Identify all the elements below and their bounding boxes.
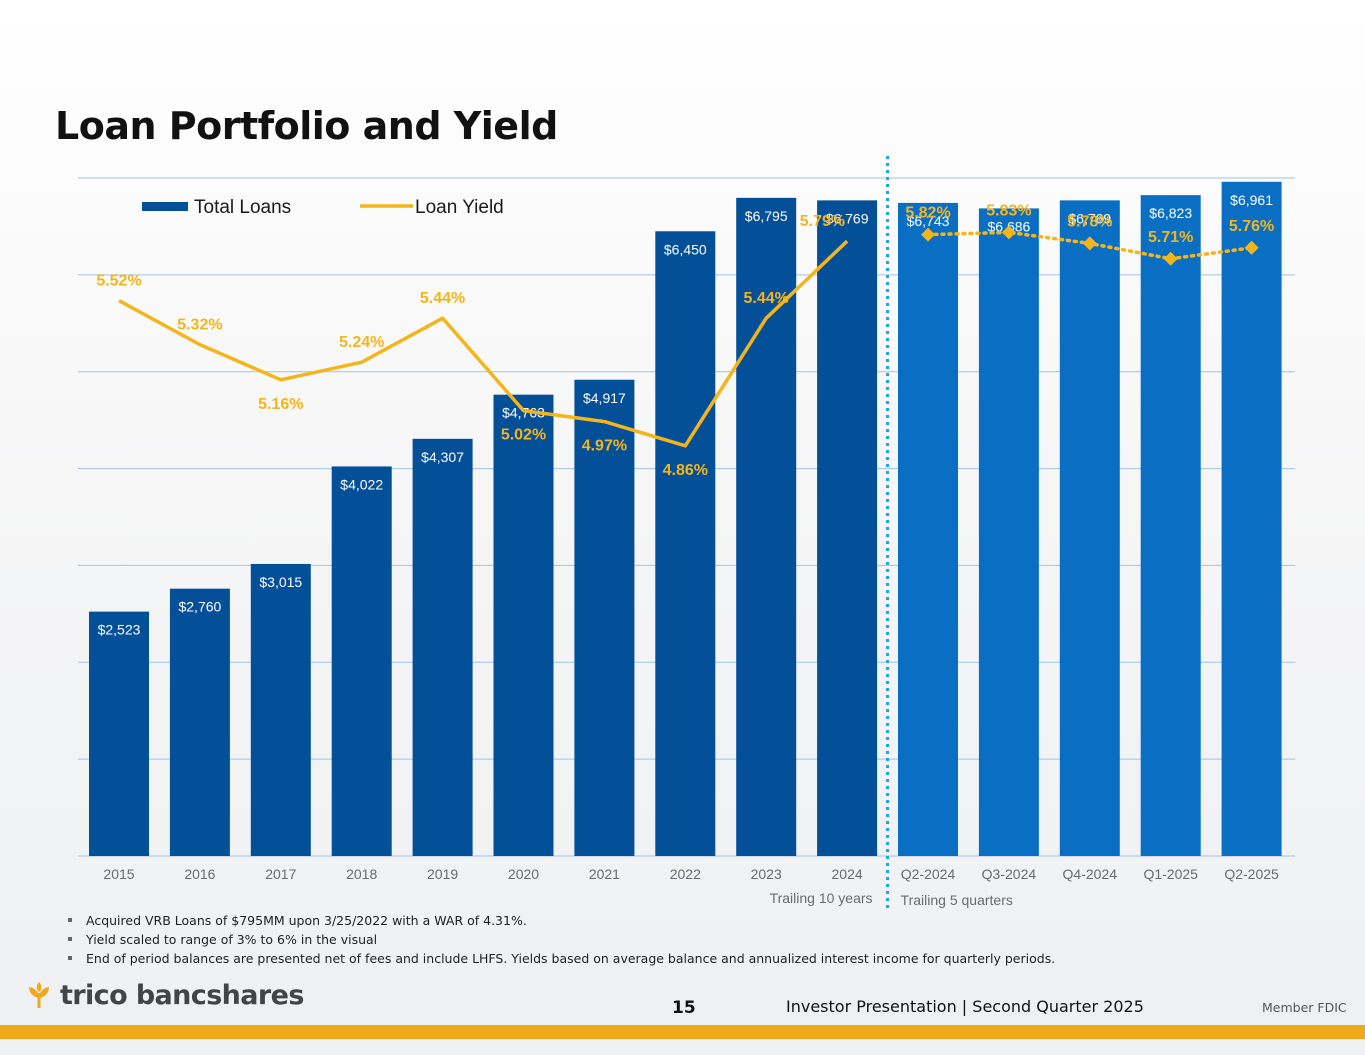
- wheat-logo-icon: [29, 981, 49, 1008]
- yield-value-label: 5.79%: [800, 213, 845, 230]
- x-tick-label: 2016: [184, 866, 215, 882]
- yield-point-marker: [1082, 236, 1097, 251]
- bar-total-loans: [250, 563, 311, 856]
- yield-value-label: 5.83%: [986, 202, 1031, 219]
- x-tick-label: 2022: [670, 866, 701, 882]
- yield-point-marker: [1001, 225, 1016, 240]
- x-tick-label: 2023: [751, 866, 782, 882]
- yield-value-label: 5.71%: [1148, 229, 1193, 246]
- group-label-quarterly: Trailing 5 quarters: [901, 892, 1013, 908]
- x-tick-label: Q2-2024: [901, 866, 956, 882]
- bar-total-loans: [736, 197, 797, 856]
- bar-value-label: $4,022: [340, 476, 383, 492]
- bar-value-label: $4,307: [421, 449, 464, 465]
- x-tick-label: Q2-2025: [1224, 866, 1279, 882]
- footnote: Yield scaled to range of 3% to 6% in the…: [66, 930, 1055, 949]
- yield-value-label: 5.44%: [420, 290, 465, 307]
- x-tick-label: Q4-2024: [1063, 866, 1118, 882]
- bar-total-loans: [1059, 200, 1120, 856]
- bar-total-loans: [1140, 195, 1201, 857]
- group-label-annual: Trailing 10 years: [770, 890, 873, 906]
- bar-value-label: $6,769: [1068, 210, 1111, 226]
- x-tick-label: 2019: [427, 866, 458, 882]
- yield-value-label: 5.16%: [258, 396, 303, 413]
- member-fdic: Member FDIC: [1262, 1000, 1347, 1015]
- bar-total-loans: [978, 208, 1039, 856]
- bar-value-label: $2,523: [98, 622, 141, 638]
- x-tick-label: 2017: [265, 866, 296, 882]
- bar-total-loans: [169, 588, 230, 856]
- page-number: 15: [672, 998, 696, 1018]
- bar-value-label: $4,917: [583, 390, 626, 406]
- bar-value-label: $6,795: [745, 208, 788, 224]
- x-tick-label: Q3-2024: [982, 866, 1037, 882]
- loan-yield-chart: $2,523 2015 $2,760 2016 $3,015 2017 $4,022 2018…: [78, 156, 1295, 912]
- page-title: Loan Portfolio and Yield: [55, 104, 558, 148]
- footnote: End of period balances are presented net…: [66, 949, 1055, 968]
- bar-total-loans: [898, 202, 958, 857]
- bar-value-label: $6,769: [826, 210, 869, 226]
- bar-value-label: $6,961: [1230, 192, 1273, 208]
- bar-value-label: $6,450: [664, 241, 707, 257]
- yield-value-label: 4.86%: [663, 462, 708, 479]
- x-tick-label: 2015: [103, 866, 134, 882]
- yield-line-annual: [118, 239, 849, 448]
- bar-total-loans: [493, 394, 554, 856]
- bar-value-label: $2,760: [178, 599, 221, 615]
- yield-point-marker: [1163, 251, 1178, 266]
- bar-total-loans: [817, 200, 878, 856]
- yield-point-marker: [1244, 240, 1259, 255]
- bar-total-loans: [331, 466, 392, 856]
- bar-value-label: $6,823: [1149, 205, 1192, 221]
- bar-total-loans: [412, 438, 473, 856]
- bar-total-loans: [655, 231, 716, 856]
- bar-value-label: $4,763: [502, 405, 545, 421]
- bar-value-label: $3,015: [259, 574, 302, 590]
- yield-value-label: 5.02%: [501, 427, 546, 444]
- bar-total-loans: [1221, 181, 1282, 856]
- footnote: Acquired VRB Loans of $795MM upon 3/25/2…: [66, 911, 1055, 930]
- yield-value-label: 5.24%: [339, 334, 384, 351]
- yield-value-label: 5.32%: [177, 317, 222, 334]
- x-tick-label: Q1-2025: [1143, 866, 1198, 882]
- bottom-accent-bar: [0, 1025, 1365, 1039]
- x-tick-label: 2021: [589, 866, 620, 882]
- x-tick-label: 2024: [832, 866, 863, 882]
- legend-swatch-total-loans: [142, 202, 188, 211]
- footnotes: Acquired VRB Loans of $795MM upon 3/25/2…: [66, 911, 1055, 968]
- x-tick-label: 2018: [346, 866, 377, 882]
- yield-value-label: 5.44%: [744, 290, 789, 307]
- bar-total-loans: [574, 379, 635, 856]
- company-logo: trico bancshares: [24, 980, 304, 1011]
- legend-label-total-loans: Total Loans: [194, 197, 291, 218]
- yield-value-label: 5.52%: [96, 273, 141, 290]
- footer-text: Investor Presentation | Second Quarter 2…: [786, 997, 1144, 1016]
- yield-value-label: 5.76%: [1229, 218, 1274, 235]
- bar-total-loans: [89, 611, 149, 856]
- bar-value-label: $6,743: [907, 213, 950, 229]
- yield-value-label: 5.82%: [905, 205, 950, 222]
- yield-value-label: 4.97%: [582, 438, 627, 455]
- x-tick-label: 2020: [508, 866, 539, 882]
- yield-point-marker: [921, 227, 935, 242]
- logo-text: trico bancshares: [60, 980, 304, 1011]
- yield-value-label: 5.78%: [1067, 213, 1112, 230]
- legend-label-loan-yield: Loan Yield: [415, 197, 504, 218]
